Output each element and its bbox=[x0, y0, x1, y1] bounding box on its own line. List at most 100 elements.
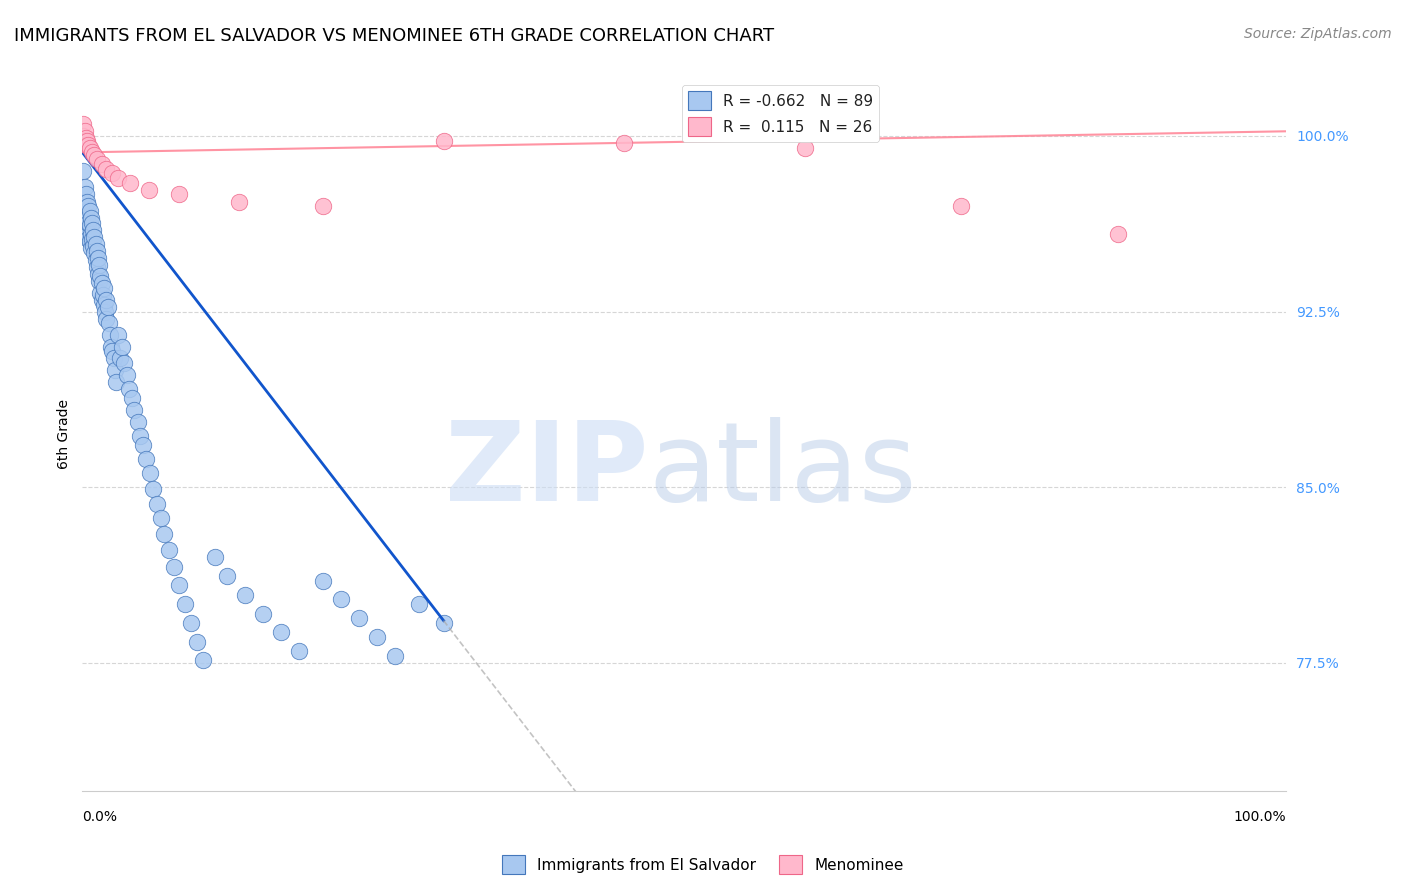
Point bbox=[186, 634, 208, 648]
Point bbox=[122, 402, 145, 417]
Point bbox=[86, 260, 108, 274]
Text: Source: ZipAtlas.com: Source: ZipAtlas.com bbox=[1244, 27, 1392, 41]
Point bbox=[84, 253, 107, 268]
Legend: Immigrants from El Salvador, Menominee: Immigrants from El Salvador, Menominee bbox=[496, 849, 910, 880]
Point bbox=[75, 131, 97, 145]
Point bbox=[90, 277, 112, 291]
Point bbox=[75, 187, 97, 202]
Point bbox=[94, 304, 117, 318]
Point bbox=[82, 222, 104, 236]
Point bbox=[84, 236, 107, 251]
Point bbox=[191, 653, 214, 667]
Y-axis label: 6th Grade: 6th Grade bbox=[58, 400, 72, 469]
Point bbox=[96, 161, 118, 176]
Point bbox=[115, 368, 138, 382]
Point bbox=[215, 569, 238, 583]
Point bbox=[80, 145, 103, 160]
Point bbox=[76, 211, 98, 225]
Point bbox=[73, 134, 96, 148]
Point bbox=[138, 183, 160, 197]
Point bbox=[408, 597, 430, 611]
Legend: R = -0.662   N = 89, R =  0.115   N = 26: R = -0.662 N = 89, R = 0.115 N = 26 bbox=[682, 85, 880, 142]
Point bbox=[384, 648, 406, 663]
Point bbox=[793, 141, 815, 155]
Point bbox=[288, 644, 311, 658]
Point bbox=[149, 510, 172, 524]
Point bbox=[77, 216, 100, 230]
Point bbox=[75, 222, 97, 236]
Point bbox=[173, 597, 195, 611]
Text: ZIP: ZIP bbox=[444, 417, 648, 524]
Point bbox=[76, 194, 98, 209]
Point bbox=[204, 550, 226, 565]
Point bbox=[120, 176, 142, 190]
Point bbox=[330, 592, 353, 607]
Point bbox=[270, 625, 292, 640]
Point bbox=[79, 218, 101, 232]
Point bbox=[79, 203, 101, 218]
Point bbox=[96, 293, 118, 307]
Point bbox=[72, 194, 94, 209]
Point bbox=[312, 199, 335, 213]
Point bbox=[72, 117, 94, 131]
Point bbox=[89, 269, 111, 284]
Point bbox=[73, 180, 96, 194]
Point bbox=[86, 153, 108, 167]
Point bbox=[96, 311, 118, 326]
Point bbox=[89, 285, 111, 300]
Point bbox=[432, 134, 454, 148]
Point bbox=[104, 363, 127, 377]
Point bbox=[79, 141, 101, 155]
Point bbox=[80, 211, 103, 225]
Point bbox=[167, 187, 190, 202]
Point bbox=[114, 356, 136, 370]
Point bbox=[121, 391, 143, 405]
Point bbox=[1107, 227, 1129, 242]
Point bbox=[76, 134, 98, 148]
Point bbox=[73, 211, 96, 225]
Point bbox=[76, 227, 98, 242]
Point bbox=[233, 588, 256, 602]
Point bbox=[366, 630, 388, 644]
Point bbox=[75, 138, 97, 153]
Text: IMMIGRANTS FROM EL SALVADOR VS MENOMINEE 6TH GRADE CORRELATION CHART: IMMIGRANTS FROM EL SALVADOR VS MENOMINEE… bbox=[14, 27, 775, 45]
Point bbox=[228, 194, 250, 209]
Point bbox=[613, 136, 636, 150]
Point bbox=[83, 246, 105, 260]
Point bbox=[89, 258, 111, 272]
Point bbox=[118, 382, 141, 396]
Point bbox=[80, 241, 103, 255]
Point bbox=[101, 344, 124, 359]
Point bbox=[93, 297, 115, 311]
Point bbox=[153, 527, 176, 541]
Point bbox=[950, 199, 973, 213]
Point bbox=[72, 164, 94, 178]
Text: 100.0%: 100.0% bbox=[1234, 810, 1286, 824]
Point bbox=[127, 415, 149, 429]
Point bbox=[103, 351, 125, 366]
Point bbox=[72, 128, 94, 143]
Point bbox=[77, 199, 100, 213]
Point bbox=[80, 216, 103, 230]
Point bbox=[142, 483, 165, 497]
Point bbox=[131, 438, 153, 452]
Point bbox=[82, 239, 104, 253]
Point bbox=[87, 267, 110, 281]
Point bbox=[89, 274, 111, 288]
Point bbox=[90, 293, 112, 307]
Point bbox=[79, 235, 101, 249]
Point bbox=[97, 300, 120, 314]
Point bbox=[349, 611, 371, 625]
Point bbox=[91, 288, 114, 302]
Point bbox=[107, 328, 129, 343]
Point bbox=[87, 251, 110, 265]
Point bbox=[108, 351, 131, 366]
Point bbox=[83, 229, 105, 244]
Point bbox=[77, 232, 100, 246]
Point bbox=[180, 615, 202, 630]
Point bbox=[80, 232, 103, 246]
Point bbox=[101, 166, 124, 180]
Point bbox=[111, 340, 134, 354]
Point bbox=[312, 574, 335, 588]
Point bbox=[93, 281, 115, 295]
